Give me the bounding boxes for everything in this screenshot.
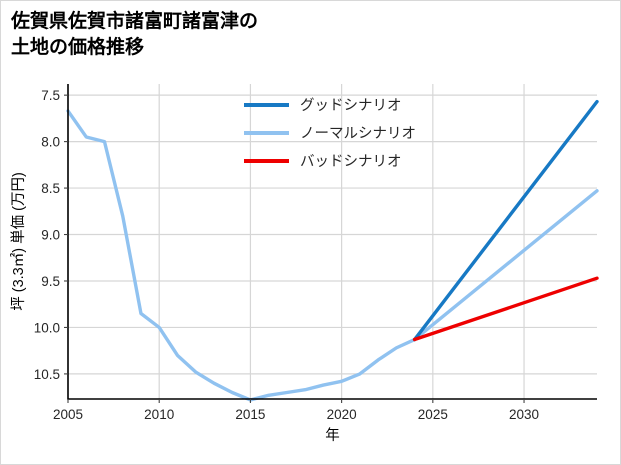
x-tick-label: 2010 [144, 407, 174, 422]
chart-title: 佐賀県佐賀市諸富町諸富津の 土地の価格推移 [11, 11, 259, 58]
y-tick-label: 8.0 [41, 135, 60, 150]
x-tick-label: 2030 [509, 407, 539, 422]
series-line-bad [412, 276, 599, 342]
legend-label-normal: ノーマルシナリオ [300, 126, 416, 142]
y-tick-label: 9.5 [41, 274, 60, 289]
legend-label-good: グッドシナリオ [300, 97, 402, 114]
x-axis-title: 年 [325, 427, 340, 444]
x-tick-label: 2025 [418, 407, 448, 422]
y-tick-label: 10.0 [34, 320, 60, 335]
y-axis-title: 坪 (3.3㎡) 単価 (万円) [10, 172, 27, 311]
x-tick-label: 2020 [327, 407, 357, 422]
y-tick-label: 7.5 [41, 88, 60, 103]
plot-background [68, 84, 597, 399]
y-tick-label: 8.5 [41, 181, 60, 196]
y-tick-label: 10.5 [34, 367, 60, 382]
y-tick-label: 9.0 [41, 228, 60, 243]
legend-label-bad: バッドシナリオ [300, 154, 402, 170]
x-tick-label: 2015 [235, 407, 265, 422]
series-line-good [412, 99, 599, 342]
x-tick-label: 2005 [53, 407, 83, 422]
